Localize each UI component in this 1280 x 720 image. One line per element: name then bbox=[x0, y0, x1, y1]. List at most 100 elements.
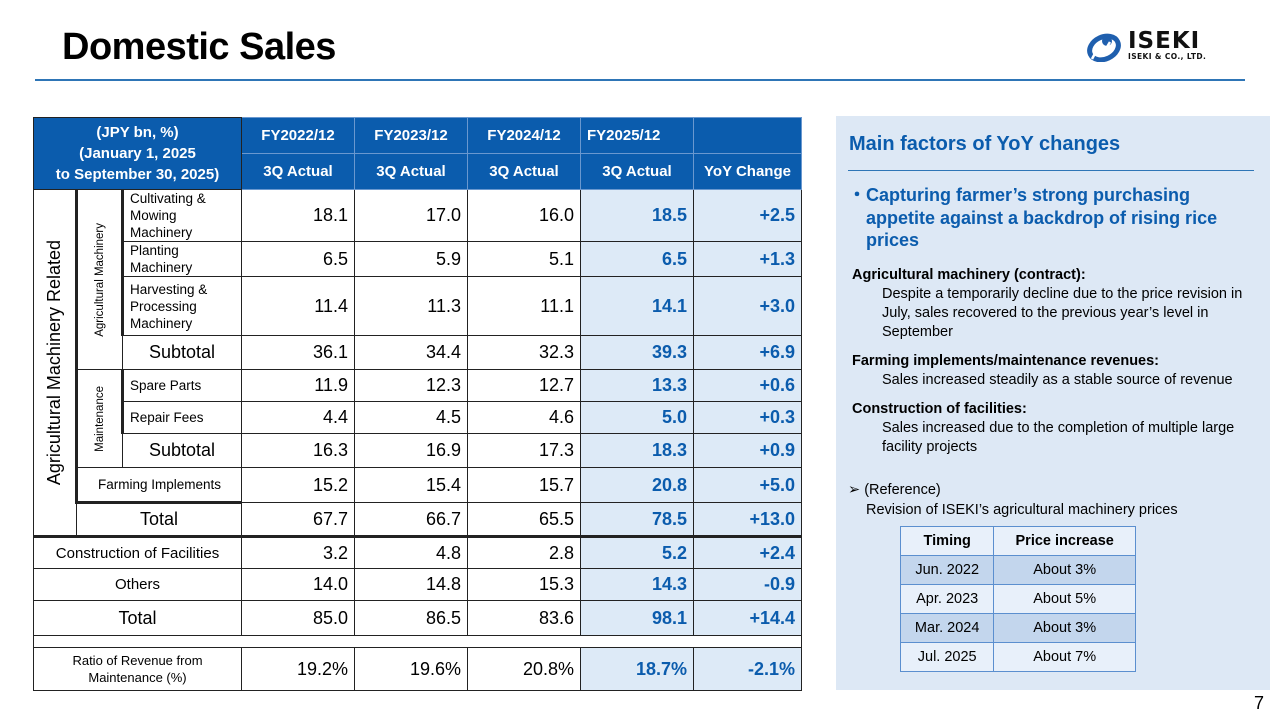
value-cell: 16.0 bbox=[467, 189, 581, 242]
bullet-icon: ・ bbox=[848, 185, 866, 205]
headline-text: Capturing farmer’s strong purchasing app… bbox=[866, 185, 1218, 250]
value-cell: 5.9 bbox=[354, 241, 468, 277]
arrow-bullet-icon: ➢ bbox=[848, 482, 861, 498]
value-cell-highlight: 13.3 bbox=[580, 369, 694, 402]
value-cell-highlight: 18.3 bbox=[580, 433, 694, 468]
title-divider bbox=[35, 79, 1245, 81]
year-header-fy2023: FY2023/12 bbox=[354, 117, 468, 154]
value-cell: 67.7 bbox=[241, 502, 355, 538]
spacer-cell bbox=[33, 635, 802, 648]
value-cell: 14.8 bbox=[354, 568, 468, 601]
value-cell: 15.7 bbox=[467, 467, 581, 503]
factor-construction: Construction of facilities: Sales increa… bbox=[852, 400, 1262, 457]
row-label: Ratio of Revenue from Maintenance (%) bbox=[33, 647, 242, 691]
subgroup-maint-cell: Maintenance bbox=[75, 369, 123, 468]
value-cell: 11.9 bbox=[241, 369, 355, 402]
table-row: Apr. 2023 About 5% bbox=[899, 584, 1136, 614]
yoy-cell: +0.3 bbox=[693, 401, 802, 434]
value-cell: 4.8 bbox=[354, 536, 468, 569]
timing-cell: Apr. 2023 bbox=[899, 584, 995, 614]
factor-title: Construction of facilities: bbox=[852, 401, 1027, 417]
value-cell-highlight: 39.3 bbox=[580, 335, 694, 370]
year-header-fy2022: FY2022/12 bbox=[241, 117, 355, 154]
table-row: Jul. 2025 About 7% bbox=[899, 642, 1136, 672]
price-revision-table: Timing Price increase Jun. 2022 About 3%… bbox=[899, 526, 1136, 672]
table-row: Jun. 2022 About 3% bbox=[899, 555, 1136, 585]
table-row: Others 14.0 14.8 15.3 14.3 -0.9 bbox=[33, 568, 802, 601]
domestic-sales-table: (JPY bn, %) (January 1, 2025 to Septembe… bbox=[33, 117, 802, 691]
row-label: Subtotal bbox=[122, 335, 242, 370]
increase-cell: About 7% bbox=[993, 642, 1136, 672]
value-cell: 86.5 bbox=[354, 600, 468, 636]
value-cell: 4.5 bbox=[354, 401, 468, 434]
factor-title: Farming implements/maintenance revenues: bbox=[852, 353, 1160, 369]
timing-cell: Jun. 2022 bbox=[899, 555, 995, 585]
row-label: Total bbox=[76, 502, 242, 538]
value-cell: 85.0 bbox=[241, 600, 355, 636]
yoy-cell: +0.6 bbox=[693, 369, 802, 402]
row-label: Cultivating & Mowing Machinery bbox=[121, 189, 242, 242]
yoy-cell: +2.4 bbox=[693, 536, 802, 569]
value-cell: 18.1 bbox=[241, 189, 355, 242]
value-cell: 34.4 bbox=[354, 335, 468, 370]
factor-desc: Sales increased due to the completion of… bbox=[882, 420, 1235, 455]
value-cell-highlight: 5.0 bbox=[580, 401, 694, 434]
row-label: Total bbox=[33, 600, 242, 636]
yoy-factors-panel: Main factors of YoY changes ・ Capturing … bbox=[836, 116, 1270, 690]
value-cell: 65.5 bbox=[467, 502, 581, 538]
col-header-3q-2025: 3Q Actual bbox=[580, 153, 694, 190]
table-row: Ratio of Revenue from Maintenance (%) 19… bbox=[33, 647, 802, 691]
value-cell: 15.3 bbox=[467, 568, 581, 601]
yoy-cell: -2.1% bbox=[693, 647, 802, 691]
table-row: Agricultural Machinery Related Agricultu… bbox=[33, 189, 802, 538]
table-row: Maintenance Spare Parts 11.9 12.3 12.7 1… bbox=[34, 369, 802, 468]
row-label: Planting Machinery bbox=[121, 241, 242, 277]
timing-cell: Jul. 2025 bbox=[899, 642, 995, 672]
unit-period-header: (JPY bn, %) (January 1, 2025 to Septembe… bbox=[33, 117, 242, 190]
year-header-fy2025: FY2025/12 bbox=[580, 117, 694, 154]
headline: ・ Capturing farmer’s strong purchasing a… bbox=[848, 184, 1248, 252]
value-cell: 16.3 bbox=[241, 433, 355, 468]
yoy-cell: +14.4 bbox=[693, 600, 802, 636]
table-row: Farming Implements 15.2 15.4 15.7 20.8 +… bbox=[34, 467, 802, 504]
timing-cell: Mar. 2024 bbox=[899, 613, 995, 643]
factor-desc: Despite a temporarily decline due to the… bbox=[882, 286, 1243, 340]
increase-cell: About 5% bbox=[993, 584, 1136, 614]
value-cell-highlight: 18.7% bbox=[580, 647, 694, 691]
group-label: Agricultural Machinery Related bbox=[44, 239, 64, 486]
value-cell: 19.2% bbox=[241, 647, 355, 691]
value-cell-highlight: 14.1 bbox=[580, 276, 694, 336]
table-row: Construction of Facilities 3.2 4.8 2.8 5… bbox=[33, 536, 802, 569]
value-cell: 12.7 bbox=[467, 369, 581, 402]
logo-wordmark: ISEKI bbox=[1128, 28, 1201, 54]
yoy-cell: +6.9 bbox=[693, 335, 802, 370]
table-row: Planting Machinery 6.5 5.9 5.1 6.5 +1.3 bbox=[34, 241, 802, 277]
value-cell-highlight: 78.5 bbox=[580, 502, 694, 538]
factor-ag-machinery: Agricultural machinery (contract): Despi… bbox=[852, 266, 1262, 342]
subgroup-maint-label: Maintenance bbox=[93, 385, 106, 452]
value-cell: 17.3 bbox=[467, 433, 581, 468]
page-title: Domestic Sales bbox=[62, 26, 336, 68]
value-cell: 19.6% bbox=[354, 647, 468, 691]
yoy-cell: +2.5 bbox=[693, 189, 802, 242]
yoy-cell: +0.9 bbox=[693, 433, 802, 468]
value-cell: 5.1 bbox=[467, 241, 581, 277]
value-cell: 6.5 bbox=[241, 241, 355, 277]
panel-divider bbox=[848, 170, 1254, 171]
table-row: Total 85.0 86.5 83.6 98.1 +14.4 bbox=[33, 600, 802, 636]
factor-desc: Sales increased steadily as a stable sou… bbox=[882, 372, 1233, 388]
col-header-yoy: YoY Change bbox=[693, 153, 802, 190]
value-cell: 2.8 bbox=[467, 536, 581, 569]
row-label: Farming Implements bbox=[75, 467, 242, 504]
reference-label: (Reference) bbox=[864, 482, 941, 498]
year-header-fy2024: FY2024/12 bbox=[467, 117, 581, 154]
col-header-3q-2023: 3Q Actual bbox=[354, 153, 468, 190]
row-label: Construction of Facilities bbox=[33, 536, 242, 569]
value-cell: 17.0 bbox=[354, 189, 468, 242]
table-row: Repair Fees 4.4 4.5 4.6 5.0 +0.3 bbox=[34, 401, 802, 434]
logo-subtext: ISEKI & CO., LTD. bbox=[1128, 52, 1207, 61]
value-cell-highlight: 20.8 bbox=[580, 467, 694, 503]
table-row: Harvesting & Processing Machinery 11.4 1… bbox=[34, 276, 802, 336]
group-label-cell: Agricultural Machinery Related bbox=[33, 189, 77, 538]
table-row: Subtotal 36.1 34.4 32.3 39.3 +6.9 bbox=[34, 335, 802, 370]
